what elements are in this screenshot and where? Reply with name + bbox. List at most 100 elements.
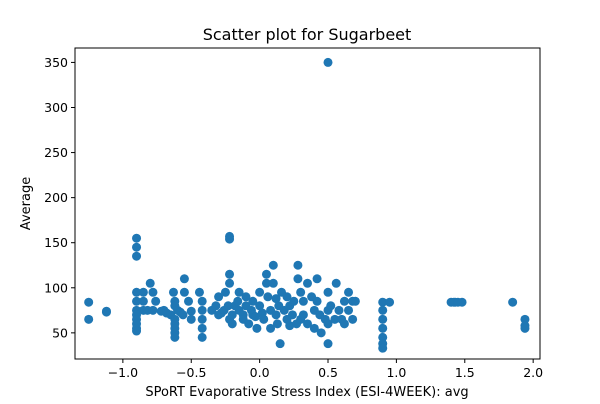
data-point xyxy=(132,251,142,261)
y-tick-label: 100 xyxy=(44,280,68,295)
data-point xyxy=(178,310,188,320)
data-point xyxy=(312,274,322,284)
data-point xyxy=(323,319,333,329)
data-point xyxy=(266,323,276,333)
y-axis-label: Average xyxy=(19,177,34,230)
data-point xyxy=(350,296,360,306)
data-point xyxy=(184,296,194,306)
data-point xyxy=(214,292,224,302)
data-point xyxy=(241,292,251,302)
data-point xyxy=(186,306,196,316)
data-point xyxy=(293,260,303,270)
data-point xyxy=(457,297,467,307)
data-point xyxy=(282,292,292,302)
data-point xyxy=(234,287,244,297)
data-point xyxy=(151,296,161,306)
data-point xyxy=(252,323,262,333)
chart-title: Scatter plot for Sugarbeet xyxy=(203,25,412,44)
data-point xyxy=(223,301,233,311)
data-point xyxy=(344,287,354,297)
data-point xyxy=(132,287,142,297)
data-point xyxy=(244,319,254,329)
data-point xyxy=(220,287,230,297)
data-point xyxy=(296,287,306,297)
data-point xyxy=(132,296,142,306)
data-point xyxy=(378,323,388,333)
data-point xyxy=(225,278,235,288)
data-point xyxy=(298,310,308,320)
data-point xyxy=(225,269,235,279)
points-layer xyxy=(84,57,530,353)
data-point xyxy=(211,301,221,311)
data-point xyxy=(170,332,180,342)
data-point xyxy=(197,305,207,315)
data-point xyxy=(378,297,388,307)
data-point xyxy=(194,287,204,297)
data-point xyxy=(520,323,530,333)
data-point xyxy=(287,310,297,320)
data-point xyxy=(271,294,281,304)
data-point xyxy=(227,310,237,320)
data-point xyxy=(271,310,281,320)
x-tick-label: −0.5 xyxy=(176,365,206,380)
data-point xyxy=(227,319,237,329)
data-point xyxy=(385,297,395,307)
data-point xyxy=(255,287,265,297)
data-point xyxy=(197,332,207,342)
data-point xyxy=(263,292,273,302)
data-point xyxy=(261,269,271,279)
y-axis-ticks: 50 100 150 200 250 300 350 xyxy=(44,55,75,340)
data-point xyxy=(138,296,148,306)
x-tick-label: 1.0 xyxy=(386,365,406,380)
data-point xyxy=(101,307,111,317)
data-point xyxy=(339,319,349,329)
data-point xyxy=(344,305,354,315)
y-tick-label: 300 xyxy=(44,100,68,115)
data-point xyxy=(331,278,341,288)
data-point xyxy=(233,296,243,306)
x-tick-label: 0.5 xyxy=(318,365,338,380)
data-point xyxy=(138,287,148,297)
data-point xyxy=(84,314,94,324)
data-point xyxy=(293,274,303,284)
x-tick-label: 0.0 xyxy=(250,365,270,380)
data-point xyxy=(285,321,295,331)
data-point xyxy=(348,314,358,324)
data-point xyxy=(323,57,333,67)
x-axis-ticks: −1.0 −0.5 0.0 0.5 1.0 1.5 2.0 xyxy=(108,359,543,380)
data-point xyxy=(378,332,388,342)
data-point xyxy=(508,297,518,307)
y-tick-label: 150 xyxy=(44,235,68,250)
data-point xyxy=(248,296,258,306)
x-axis-label: SPoRT Evaporative Stress Index (ESI-4WEE… xyxy=(145,385,468,400)
data-point xyxy=(334,305,344,315)
data-point xyxy=(303,319,312,329)
y-tick-label: 350 xyxy=(44,55,68,70)
data-point xyxy=(132,242,142,252)
data-point xyxy=(84,297,94,307)
data-point xyxy=(148,305,158,315)
data-point xyxy=(339,296,349,306)
data-point xyxy=(197,314,207,324)
data-point xyxy=(251,312,261,322)
data-point xyxy=(148,287,158,297)
data-point xyxy=(378,314,388,324)
data-point xyxy=(323,287,333,297)
data-point xyxy=(225,234,235,244)
data-point xyxy=(378,343,388,353)
data-point xyxy=(316,328,326,338)
data-point xyxy=(186,314,196,324)
data-point xyxy=(312,296,322,306)
data-point xyxy=(268,278,278,288)
plot-frame xyxy=(74,47,541,360)
x-tick-label: 1.5 xyxy=(455,365,475,380)
data-point xyxy=(275,339,285,349)
data-point xyxy=(303,278,312,288)
data-point xyxy=(309,323,319,333)
data-point xyxy=(298,296,308,306)
data-point xyxy=(197,323,207,333)
y-tick-label: 50 xyxy=(52,325,68,340)
data-point xyxy=(272,319,282,329)
data-point xyxy=(179,287,189,297)
